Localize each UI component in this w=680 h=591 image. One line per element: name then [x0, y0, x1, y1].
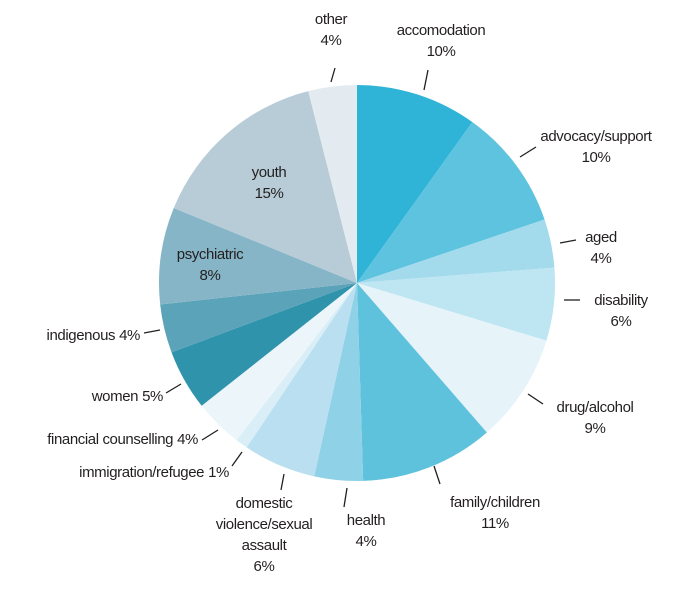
category-label: youth [251, 164, 287, 181]
category-label: immigration/refugee [79, 464, 205, 481]
pie-slice [357, 283, 547, 433]
leader-line [231, 451, 243, 467]
leader-line [433, 465, 441, 485]
slice-label: financial counselling 4% [47, 429, 198, 450]
value-label: 8% [199, 267, 221, 284]
pie-slice [314, 283, 364, 482]
slice-label: drug/alcohol 9% [525, 397, 665, 439]
pie-slice [159, 207, 357, 305]
pie-slice [246, 283, 357, 477]
category-label: women [91, 388, 139, 405]
value-label: 6% [610, 313, 632, 330]
slice-label: domestic violence/sexual assault 6% [203, 493, 325, 577]
value-label: 11% [481, 515, 509, 532]
pie-slice [173, 91, 357, 283]
pie-slice [160, 283, 357, 353]
value-label: 5% [142, 388, 163, 405]
pie-slice [357, 283, 487, 481]
leaders [143, 67, 580, 508]
value-label: 9% [584, 420, 606, 437]
category-label: drug/alcohol [556, 399, 634, 416]
category-label: health [346, 512, 386, 529]
slice-label: other 4% [291, 9, 371, 51]
pie-slice [236, 283, 357, 448]
pie-slice [171, 283, 357, 406]
leader-line [423, 69, 429, 91]
slices [159, 85, 555, 482]
leader-line [519, 146, 537, 158]
pie-slice [357, 85, 473, 283]
slice-label: aged 4% [561, 227, 641, 269]
leader-line [559, 239, 577, 244]
category-label: disability [594, 292, 648, 309]
leader-line [527, 393, 544, 405]
category-label: aged [585, 229, 617, 246]
slice-label: psychiatric 8% [150, 244, 270, 286]
value-label: 15% [254, 185, 284, 202]
leader-line [330, 67, 336, 83]
value-label: 10% [426, 43, 456, 60]
slice-label: accomodation 10% [361, 20, 521, 62]
value-label: 10% [581, 149, 611, 166]
category-label: accomodation [396, 22, 486, 39]
leader-line [201, 429, 219, 441]
category-label: other [314, 11, 348, 28]
value-label: 4% [320, 32, 342, 49]
pie-slice [308, 85, 357, 283]
pie-slice [357, 122, 545, 283]
category-label: advocacy/support [540, 128, 652, 145]
leader-line [143, 329, 161, 334]
category-label: indigenous [46, 327, 116, 344]
slice-label: women 5% [91, 386, 164, 407]
category-label: family/children [450, 494, 540, 511]
slice-label: immigration/refugee 1% [79, 462, 229, 483]
slice-label: indigenous 4% [46, 325, 141, 346]
value-label: 4% [355, 533, 377, 550]
value-label: 4% [177, 431, 198, 448]
slice-label: health 4% [326, 510, 406, 552]
category-label: domestic violence/sexual assault [215, 495, 313, 554]
slice-label: advocacy/support 10% [506, 126, 680, 168]
value-label: 1% [208, 464, 229, 481]
pie-slice [201, 283, 357, 441]
category-label: financial counselling [47, 431, 174, 448]
value-label: 4% [119, 327, 140, 344]
value-label: 4% [590, 250, 612, 267]
leader-line [165, 383, 182, 394]
slice-label: family/children 11% [420, 492, 570, 534]
slice-label: disability 6% [561, 290, 680, 332]
category-label: psychiatric [176, 246, 244, 263]
leader-line [343, 487, 348, 508]
pie-slice [357, 219, 555, 283]
slice-label: youth 15% [219, 162, 319, 204]
leader-line [280, 473, 285, 491]
pie-slice [357, 267, 555, 341]
value-label: 6% [253, 558, 275, 575]
